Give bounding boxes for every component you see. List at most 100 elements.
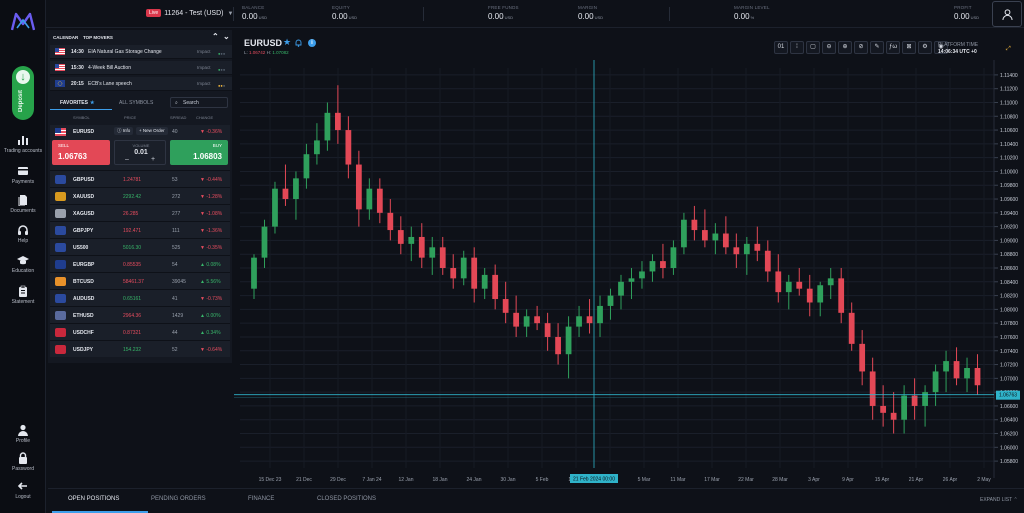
tab-top-movers[interactable]: TOP MOVERS <box>83 35 113 40</box>
tool-square-icon[interactable]: ▢ <box>806 41 820 54</box>
metric-label: FREE FUNDS <box>488 5 519 10</box>
tool-zoom-out-icon[interactable]: ⊖ <box>822 41 836 54</box>
lock-icon <box>19 452 27 464</box>
watchlist-row[interactable]: AUDUSD 0.65161 41 ▼ -0.73% <box>50 289 230 306</box>
chart-symbol-title: EURUSD <box>244 38 283 48</box>
col-change[interactable]: CHANGE <box>196 115 214 120</box>
y-tick-label: 1.09200 <box>1000 225 1018 231</box>
x-tick-label: 18 Jan <box>432 477 447 483</box>
candle-body <box>890 412 897 420</box>
tab-calendar[interactable]: CALENDAR <box>53 35 79 40</box>
expand-icon[interactable]: ⤢ <box>1006 46 1011 52</box>
tab-finance[interactable]: FINANCE <box>248 496 275 502</box>
tab-closed-positions[interactable]: CLOSED POSITIONS <box>317 496 377 502</box>
col-symbol[interactable]: SYMBOL <box>73 115 90 120</box>
selected-symbol-row[interactable]: EURUSD ⓘ Info + New Order 40 ▼ -0.36% SE… <box>50 125 230 170</box>
calendar-event[interactable]: 20:15 ECB's Lane speech Impact ●●● <box>50 77 232 91</box>
calendar-event[interactable]: 14:30 EIA Natural Gas Storage Change Imp… <box>50 45 232 59</box>
info-button[interactable]: ⓘ Info <box>114 127 134 135</box>
col-spread[interactable]: SPREAD <box>170 115 187 120</box>
event-title: EIA Natural Gas Storage Change <box>88 49 162 55</box>
symbol-search-input[interactable]: ⌕ Search <box>170 97 228 108</box>
nav-education[interactable]: Education <box>0 254 46 274</box>
price-chart[interactable]: 1.11400 1.11200 1.11000 1.10800 1.10600 1.104… <box>234 60 1024 488</box>
candle-body <box>471 257 478 289</box>
nav-trading-accounts[interactable]: Trading accounts <box>0 134 46 154</box>
watchlist-row[interactable]: USDJPY 154.232 52 ▼ -0.64% <box>50 340 230 357</box>
watchlist-row[interactable]: EURGBP 0.85535 54 ▲ 0.08% <box>50 255 230 272</box>
tool-function-icon[interactable]: ƒω <box>886 41 900 54</box>
tool-zoom-reset-icon[interactable]: ⊘ <box>854 41 868 54</box>
tool-settings-icon[interactable]: ⚙ <box>918 41 932 54</box>
symbol-spread: 44 <box>172 330 178 336</box>
nav-help[interactable]: Help <box>0 224 46 244</box>
nav-documents[interactable]: Documents <box>0 194 46 214</box>
nav-password[interactable]: Password <box>0 452 46 472</box>
candlestick-chart-svg[interactable]: 1.11400 1.11200 1.11000 1.10800 1.10600 1.104… <box>234 60 1024 488</box>
chevron-up-icon[interactable]: ⌃ <box>212 32 219 41</box>
y-tick-label: 1.09400 <box>1000 211 1018 217</box>
y-tick-label: 1.09800 <box>1000 183 1018 189</box>
watchlist-row[interactable]: USDCHF 0.87321 44 ▲ 0.34% <box>50 323 230 340</box>
watchlist-row[interactable]: XAUUSD 2292.42 272 ▼ -1.28% <box>50 187 230 204</box>
candle-body <box>660 261 666 268</box>
buy-label: BUY <box>212 143 222 148</box>
deposit-button[interactable]: ↓ Deposit <box>12 66 34 120</box>
nav-profile[interactable]: Profile <box>0 424 46 444</box>
search-icon: ⌕ <box>175 100 178 106</box>
metric-label: PROFIT <box>954 5 972 10</box>
tab-open-positions[interactable]: OPEN POSITIONS <box>68 496 120 502</box>
tab-all-symbols[interactable]: ALL SYMBOLS <box>119 100 154 106</box>
chevron-down-icon[interactable]: ⌄ <box>223 32 230 41</box>
info-icon[interactable]: i <box>308 39 316 47</box>
symbol-spread: 272 <box>172 194 181 200</box>
tool-pencil-icon[interactable]: ✎ <box>870 41 884 54</box>
change-value: 0.08% <box>206 262 221 268</box>
nav-statement[interactable]: Statement <box>0 285 46 305</box>
x-tick-label: 26 Apr <box>943 477 958 483</box>
symbol-change: ▲ 5.56% <box>200 279 221 285</box>
tool-zoom-in-icon[interactable]: ⊕ <box>838 41 852 54</box>
volume-value[interactable]: 0.01 <box>134 149 148 156</box>
buy-button[interactable]: BUY 1.06803 <box>170 140 228 165</box>
tool-candle-icon[interactable]: ⁞ <box>790 41 804 54</box>
new-order-button[interactable]: + New Order <box>136 127 168 135</box>
watchlist-row[interactable]: US500 5016.30 525 ▼ -0.35% <box>50 238 230 255</box>
decrease-volume-button[interactable]: – <box>125 156 129 163</box>
favorite-star-icon[interactable]: ★ <box>283 37 292 47</box>
watchlist-row[interactable]: GBPJPY 192.471 111 ▼ -1.36% <box>50 221 230 238</box>
calendar-event[interactable]: 15:30 4-Week Bill Auction Impact ●●● <box>50 61 232 75</box>
watchlist-row[interactable]: ETHUSD 2964.36 1429 ▲ 0.00% <box>50 306 230 323</box>
flag-us-icon <box>55 48 65 55</box>
watchlist-row[interactable]: XAGUSD 26.285 277 ▼ -1.08% <box>50 204 230 221</box>
candle-body <box>366 188 373 210</box>
account-selector[interactable]: Live 11264 - Test (USD) ▼ <box>146 9 233 17</box>
nav-payments[interactable]: Payments <box>0 165 46 185</box>
col-price[interactable]: PRICE <box>124 115 137 120</box>
watchlist-row[interactable]: BTCUSD 58461.37 39045 ▲ 5.56% <box>50 272 230 289</box>
candle-body <box>376 188 383 213</box>
active-tab-indicator <box>52 511 148 513</box>
expand-list-button[interactable]: EXPAND LIST ⌃ <box>980 497 1018 503</box>
nav-logout[interactable]: Logout <box>0 480 46 500</box>
increase-volume-button[interactable]: + <box>151 156 156 163</box>
symbol-spread: 1429 <box>172 313 184 319</box>
symbol-name: XAUUSD <box>73 194 95 200</box>
platform-logo-icon[interactable] <box>11 12 35 32</box>
tool-crop-icon[interactable]: ⊠ <box>902 41 916 54</box>
metric-label: BALANCE <box>242 5 265 10</box>
tab-pending-orders[interactable]: PENDING ORDERS <box>151 496 206 502</box>
user-menu-button[interactable] <box>992 1 1022 27</box>
watchlist-row[interactable]: GBPUSD 1.24781 53 ▼ -0.44% <box>50 170 230 187</box>
candle-body <box>282 188 289 200</box>
tab-favorites[interactable]: FAVORITES ★ <box>60 100 94 106</box>
left-panel: CALENDAR TOP MOVERS ⌃ ⌄ 14:30 EIA Natura… <box>48 30 232 363</box>
y-tick-label: 1.07400 <box>1000 349 1018 355</box>
sell-button[interactable]: SELL 1.06763 <box>52 140 110 165</box>
timeframe-button[interactable]: 01 <box>774 41 788 54</box>
tool-camera-icon[interactable]: ◉ <box>934 41 948 54</box>
x-tick-label: 30 Jan <box>500 477 515 483</box>
bell-icon[interactable] <box>295 39 302 47</box>
volume-stepper[interactable]: VOLUME 0.01 – + <box>114 140 166 165</box>
